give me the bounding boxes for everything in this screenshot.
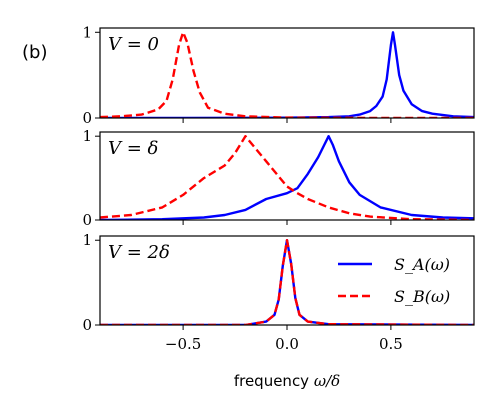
x-axis-label: frequency ω/δ [234,372,340,390]
x-tick-label: −0.5 [165,335,201,353]
panel-label: (b) [22,42,47,63]
x-tick-label: 0.5 [379,335,403,353]
y-tick-label: 1 [82,231,92,249]
subplot-v-2delta: 0 1 −0.5 0.0 0.5 V = 2δ S_A(ω) S_B(ω) [82,231,475,353]
panel-annotation: V = 2δ [108,242,170,263]
series-line-b [100,239,474,325]
y-tick-label: 1 [82,127,92,145]
y-tick-label: 0 [82,211,92,229]
legend-label: S_B(ω) [394,287,450,306]
panel-annotation: V = 0 [108,34,159,55]
y-tick-label: 0 [82,316,92,334]
series-line-b [100,135,474,220]
y-tick-label: 0 [82,109,92,127]
series-line-b [100,31,474,118]
series-line-a [100,135,474,220]
legend-label: S_A(ω) [394,255,450,274]
panel-annotation: V = δ [108,138,158,159]
y-tick-label: 1 [82,23,92,41]
subplot-v-delta: 0 1 V = δ [82,127,475,229]
series-line-a [100,31,474,118]
x-tick-label: 0.0 [275,335,299,353]
subplot-v-0: 0 1 V = 0 [82,23,475,127]
